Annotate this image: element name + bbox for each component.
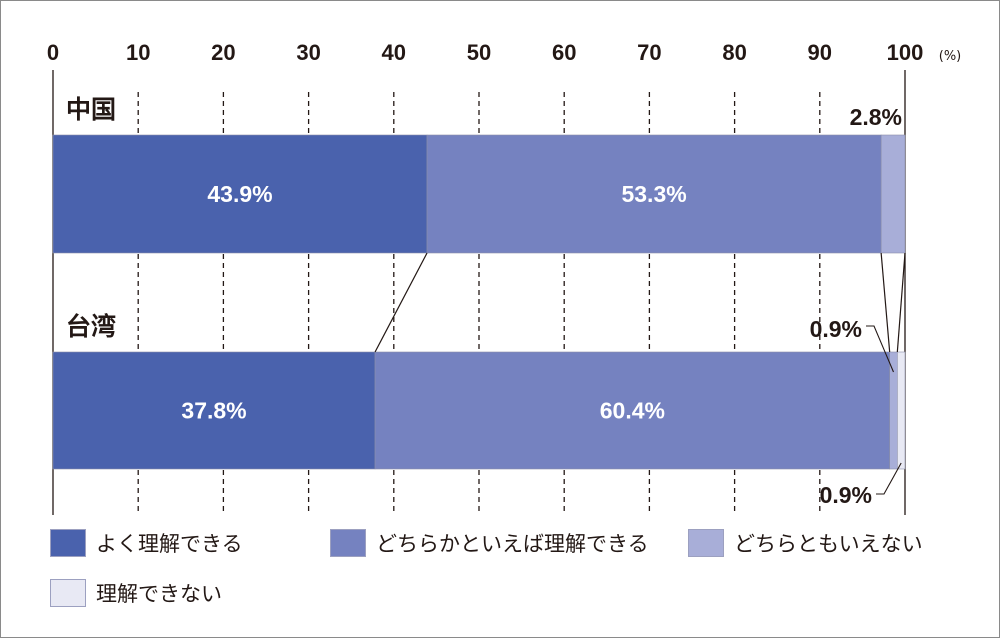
legend-label: どちらともいえない <box>734 532 923 556</box>
legend-item: どちらともいえない <box>688 528 923 558</box>
bar-segment <box>880 134 906 254</box>
connector-line <box>896 252 906 353</box>
data-label: 53.3% <box>621 181 686 207</box>
leader-line <box>866 325 895 373</box>
legend-label: よく理解できる <box>96 532 243 556</box>
bar-segment <box>897 351 906 470</box>
legend-item: 理解できない <box>50 578 222 608</box>
x-tick-label: 60 <box>552 40 576 65</box>
data-label: 60.4% <box>600 398 665 424</box>
category-label: 中国 <box>66 95 116 124</box>
x-tick-label: 0 <box>47 40 59 65</box>
x-tick-label: 40 <box>382 40 406 65</box>
legend-swatch <box>330 529 366 557</box>
data-label: 0.9% <box>820 482 872 508</box>
data-label: 2.8% <box>850 104 902 130</box>
legend-item: よく理解できる <box>50 528 243 558</box>
data-label: 43.9% <box>207 181 272 207</box>
data-label: 0.9% <box>810 316 862 342</box>
x-tick-label: 80 <box>722 40 746 65</box>
x-tick-label: 10 <box>126 40 150 65</box>
x-tick-label: 20 <box>211 40 235 65</box>
connector-line <box>374 252 428 353</box>
leader-line <box>876 462 902 495</box>
x-tick-label: 70 <box>637 40 661 65</box>
connector-line <box>880 252 891 353</box>
legend-label: どちらかといえば理解できる <box>376 532 649 556</box>
legend-label: 理解できない <box>96 582 222 606</box>
x-tick-label: 30 <box>296 40 320 65</box>
x-unit-label: (%) <box>939 49 962 64</box>
category-label: 台湾 <box>66 312 116 341</box>
x-tick-label: 90 <box>808 40 832 65</box>
legend-swatch <box>688 529 724 557</box>
data-label: 37.8% <box>181 398 246 424</box>
bar-segment <box>889 351 898 470</box>
legend-item: どちらかといえば理解できる <box>330 528 649 558</box>
x-tick-label: 100 <box>887 40 924 65</box>
x-tick-label: 50 <box>467 40 491 65</box>
legend-swatch <box>50 579 86 607</box>
bar-segment <box>52 134 428 254</box>
bar-segment <box>426 134 882 254</box>
bar-segment <box>52 351 376 470</box>
bar-segment <box>374 351 890 470</box>
legend-swatch <box>50 529 86 557</box>
